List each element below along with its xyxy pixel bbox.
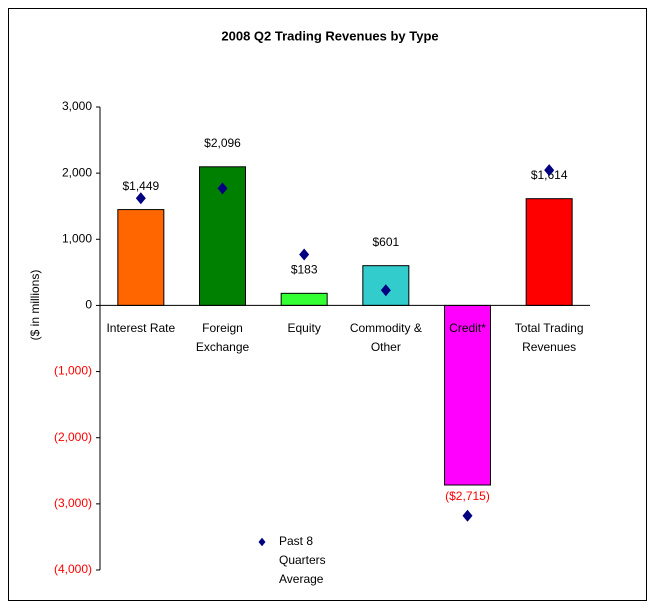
y-tick-label: (1,000)	[54, 364, 92, 378]
average-marker	[299, 248, 310, 261]
x-tick-label: Foreign Exchange	[195, 321, 250, 355]
chart-title: 2008 Q2 Trading Revenues by Type	[221, 28, 438, 43]
x-tick-label: Commodity & Other	[349, 321, 422, 355]
y-axis-title: ($ in millions)	[28, 270, 42, 341]
legend-label: Past 8 Quarters Average	[279, 534, 326, 586]
bar	[280, 292, 328, 306]
y-tick-label: (3,000)	[54, 496, 92, 510]
bar	[444, 304, 491, 486]
average-marker	[217, 182, 228, 195]
x-tick-label: Credit*	[449, 321, 486, 336]
value-label: $601	[372, 235, 399, 249]
x-tick-label: Total Trading Revenues	[514, 321, 584, 355]
y-tick-label: 1,000	[62, 231, 92, 245]
bar	[525, 198, 573, 306]
value-label: ($2,715)	[445, 489, 490, 503]
x-tick-label: Interest Rate	[106, 321, 176, 336]
y-tick-label: 3,000	[62, 99, 92, 113]
y-tick-label: 0	[85, 298, 92, 312]
bar	[117, 209, 165, 306]
y-tick-label: (2,000)	[54, 430, 92, 444]
x-tick-label: Equity	[287, 321, 321, 336]
average-marker	[544, 164, 555, 177]
value-label: $183	[291, 262, 318, 276]
average-marker	[462, 509, 473, 522]
legend-marker	[258, 537, 266, 547]
y-tick-label: (4,000)	[54, 562, 92, 576]
y-tick-label: 2,000	[62, 165, 92, 179]
value-label: $2,096	[204, 136, 241, 150]
average-marker	[135, 192, 146, 205]
value-label: $1,449	[122, 179, 159, 193]
average-marker	[380, 284, 391, 297]
